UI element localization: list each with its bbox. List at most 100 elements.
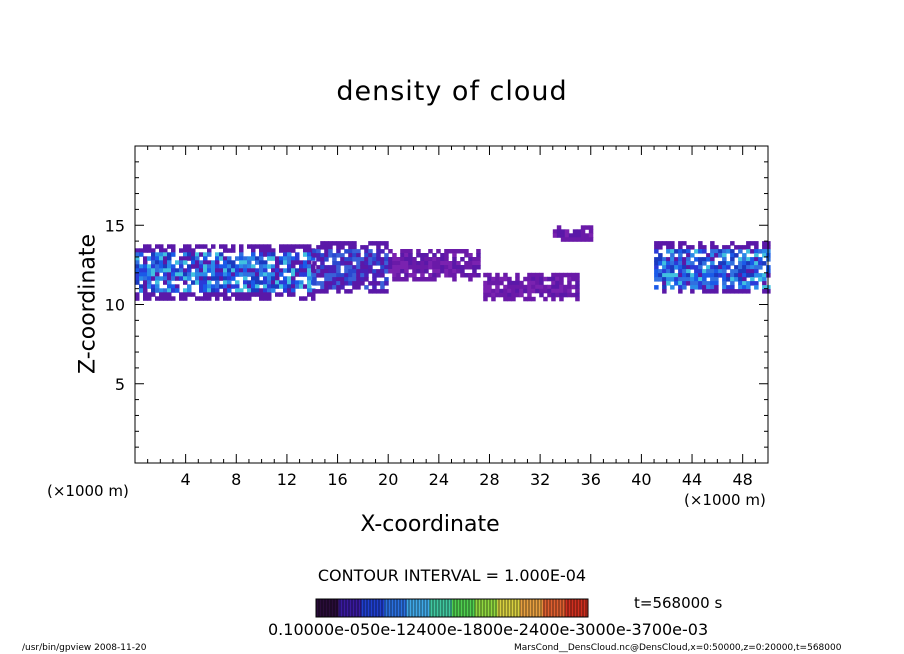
- cloud-cell: [295, 268, 300, 273]
- cloud-cell: [499, 292, 504, 298]
- cloud-cell: [267, 256, 272, 261]
- cloud-cell: [324, 269, 329, 274]
- cloud-cell: [746, 273, 751, 278]
- cloud-cell: [452, 257, 457, 262]
- cloud-cell: [336, 253, 341, 258]
- cloud-cell: [251, 252, 256, 257]
- cloud-cell: [183, 288, 188, 293]
- cloud-cell: [287, 260, 292, 265]
- colorbar: [315, 598, 589, 618]
- cloud-cell: [312, 253, 317, 258]
- cloud-cell: [135, 272, 140, 277]
- cloud-cell: [368, 269, 373, 274]
- cloud-cell: [344, 261, 349, 266]
- cloud-cell: [163, 272, 168, 277]
- cloud-cell: [135, 248, 140, 253]
- cloud-cell: [267, 292, 272, 297]
- cloud-cell: [575, 292, 580, 298]
- cloud-cell: [432, 273, 437, 278]
- cloud-cell: [207, 248, 212, 253]
- cloud-cell: [348, 261, 353, 266]
- cloud-cell: [559, 276, 564, 282]
- cloud-cell: [710, 269, 715, 274]
- cloud-cell: [670, 257, 675, 262]
- cloud-cell: [436, 269, 441, 274]
- cloud-cell: [690, 245, 695, 250]
- cloud-cell: [392, 257, 397, 262]
- cloud-cell: [340, 253, 345, 258]
- cloud-cell: [738, 257, 743, 262]
- cloud-cell: [311, 264, 316, 269]
- cloud-cell: [199, 296, 204, 301]
- cloud-cell: [564, 233, 570, 238]
- cloud-cell: [167, 276, 172, 281]
- cloud-cell: [487, 292, 492, 298]
- cloud-cell: [531, 272, 536, 278]
- cloud-cell: [207, 260, 212, 265]
- cloud-cell: [163, 260, 168, 265]
- cloud-cell: [135, 256, 140, 261]
- cloud-cell: [396, 269, 401, 274]
- cloud-cell: [758, 273, 763, 278]
- cloud-cell: [560, 233, 566, 238]
- cloud-cell: [472, 273, 477, 278]
- cloud-cell: [507, 276, 512, 282]
- cloud-cell: [332, 257, 337, 262]
- cloud-cell: [552, 233, 558, 238]
- cloud-cell: [694, 269, 699, 274]
- cloud-cell: [750, 269, 755, 274]
- cloud-cell: [324, 281, 329, 286]
- cloud-cell: [187, 252, 192, 257]
- cloud-cell: [139, 264, 144, 269]
- cloud-cell: [563, 288, 568, 294]
- cloud-cell: [742, 285, 747, 290]
- cloud-cell: [730, 269, 735, 274]
- cloud-cell: [507, 288, 512, 294]
- cloud-cell: [551, 288, 556, 294]
- cloud-cell: [320, 253, 325, 258]
- cloud-cell: [658, 269, 663, 274]
- colorbar-segment: [542, 599, 566, 617]
- cloud-cell: [275, 256, 280, 261]
- cloud-cell: [247, 272, 252, 277]
- cloud-cell: [551, 272, 556, 278]
- cloud-cell: [283, 256, 288, 261]
- cloud-cell: [235, 292, 240, 297]
- cloud-cell: [163, 268, 168, 273]
- cloud-cell: [199, 260, 204, 265]
- cloud-cell: [171, 264, 176, 269]
- cloud-cell: [428, 277, 433, 282]
- cloud-cell: [750, 273, 755, 278]
- cloud-cell: [543, 296, 548, 302]
- cloud-cell: [171, 252, 176, 257]
- cloud-cell: [556, 233, 562, 238]
- cloud-cell: [312, 277, 317, 282]
- cloud-cell: [372, 281, 377, 286]
- cloud-cell: [307, 280, 312, 285]
- cloud-cell: [267, 272, 272, 277]
- cloud-cell: [476, 257, 481, 262]
- cloud-cell: [167, 256, 172, 261]
- cloud-cell: [424, 265, 429, 270]
- cloud-cell: [568, 233, 574, 238]
- cloud-cell: [336, 269, 341, 274]
- cloud-cell: [444, 261, 449, 266]
- cloud-cell: [332, 285, 337, 290]
- cloud-cell: [316, 265, 321, 270]
- cloud-cell: [560, 229, 566, 234]
- cloud-cell: [203, 256, 208, 261]
- cloud-cell: [722, 269, 727, 274]
- cloud-cell: [159, 276, 164, 281]
- cloud-cell: [682, 281, 687, 286]
- x-unit-label-right: (×1000 m): [684, 491, 766, 509]
- cloud-cell: [151, 272, 156, 277]
- cloud-cell: [448, 265, 453, 270]
- cloud-cell: [472, 261, 477, 266]
- cloud-cell: [167, 292, 172, 297]
- cloud-cell: [167, 268, 172, 273]
- cloud-cell: [348, 281, 353, 286]
- cloud-cell: [376, 289, 381, 294]
- cloud-cell: [388, 257, 393, 262]
- cloud-cell: [195, 252, 200, 257]
